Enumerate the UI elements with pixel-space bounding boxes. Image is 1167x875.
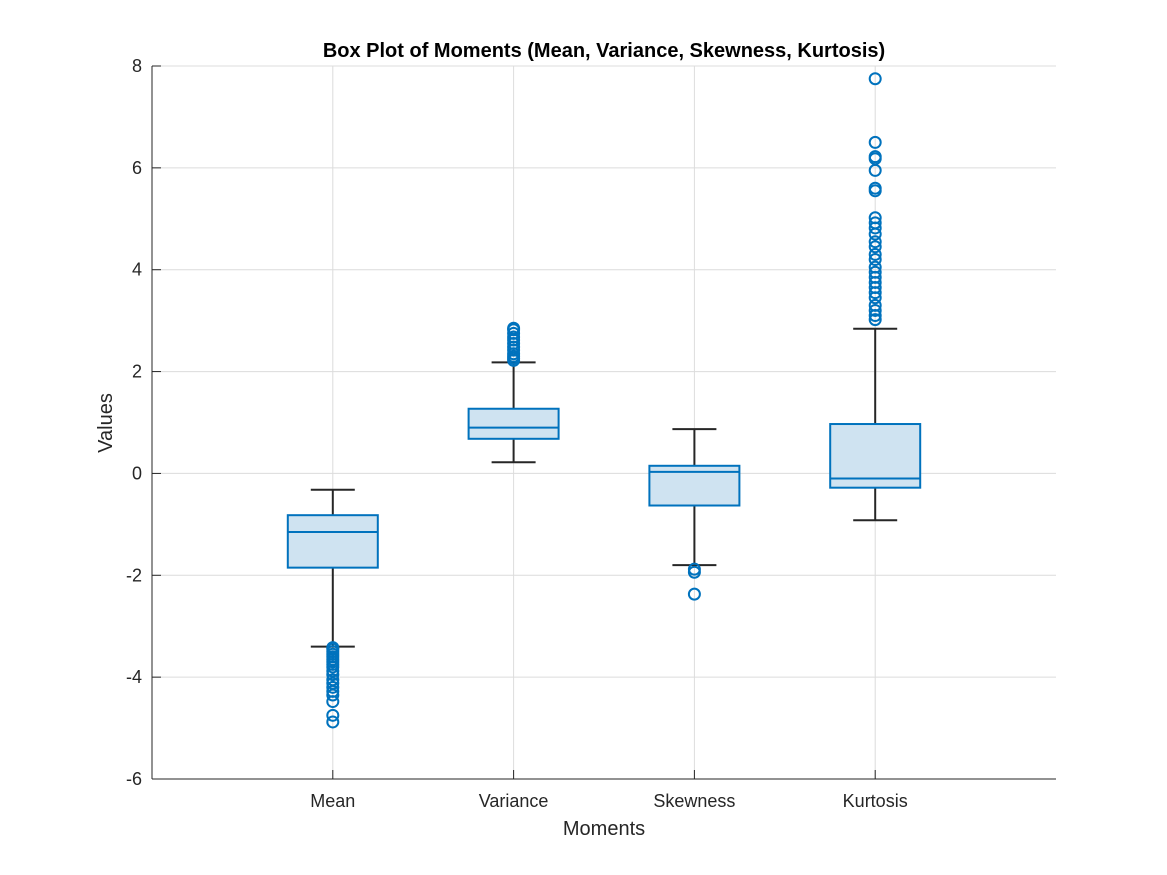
y-tick-label: 0 xyxy=(132,463,142,483)
outlier-point xyxy=(507,321,521,335)
x-axis-label: Moments xyxy=(563,818,645,840)
outlier-point xyxy=(326,708,340,722)
outlier-point xyxy=(868,181,882,195)
box-layer xyxy=(286,72,922,729)
y-tick-label: -4 xyxy=(126,667,142,687)
outlier-point xyxy=(868,265,882,279)
box-kurtosis xyxy=(829,72,922,522)
outlier-point xyxy=(868,150,882,164)
x-tick-label: Variance xyxy=(479,791,549,811)
interquartile-box xyxy=(829,423,922,489)
outlier-point xyxy=(868,135,882,149)
y-tick-label: -6 xyxy=(126,769,142,789)
y-tick-label: 4 xyxy=(132,260,142,280)
outlier-point xyxy=(868,211,882,225)
outlier-point xyxy=(868,303,882,317)
outlier-point xyxy=(868,298,882,312)
y-tick-label: 6 xyxy=(132,158,142,178)
outlier-point xyxy=(868,235,882,249)
tick-labels: -6 -4 -2 0 2 4 6 8 Mean Variance Skewness Kurtosis xyxy=(126,56,908,811)
outlier-point xyxy=(326,664,340,678)
y-tick-label: -2 xyxy=(126,565,142,585)
outlier-point xyxy=(868,313,882,327)
outlier-point xyxy=(326,660,340,674)
x-tick-label: Kurtosis xyxy=(843,791,908,811)
outlier-point xyxy=(507,326,521,340)
x-tick-label: Skewness xyxy=(653,791,735,811)
y-tick-label: 2 xyxy=(132,362,142,382)
outlier-point xyxy=(326,668,340,682)
y-axis-label: Values xyxy=(95,393,117,453)
interquartile-box xyxy=(286,514,379,569)
box-mean xyxy=(286,488,379,729)
outlier-point xyxy=(687,587,701,601)
box-variance xyxy=(467,321,560,464)
chart-title: Box Plot of Moments (Mean, Variance, Ske… xyxy=(323,40,885,62)
outlier-point xyxy=(507,330,521,344)
outlier-point xyxy=(687,565,701,579)
outlier-point xyxy=(868,240,882,254)
x-tick-label: Mean xyxy=(310,791,355,811)
outlier-point xyxy=(326,688,340,702)
outlier-point xyxy=(868,260,882,274)
outlier-point xyxy=(326,695,340,709)
interquartile-box xyxy=(467,407,560,440)
axes xyxy=(151,65,1056,780)
y-tick-label: 8 xyxy=(132,56,142,76)
outlier-point xyxy=(326,715,340,729)
outlier-point xyxy=(868,216,882,230)
outlier-point xyxy=(868,72,882,86)
outlier-point xyxy=(326,680,340,694)
box-skewness xyxy=(648,428,741,601)
outlier-point xyxy=(868,247,882,261)
outlier-point xyxy=(868,253,882,267)
